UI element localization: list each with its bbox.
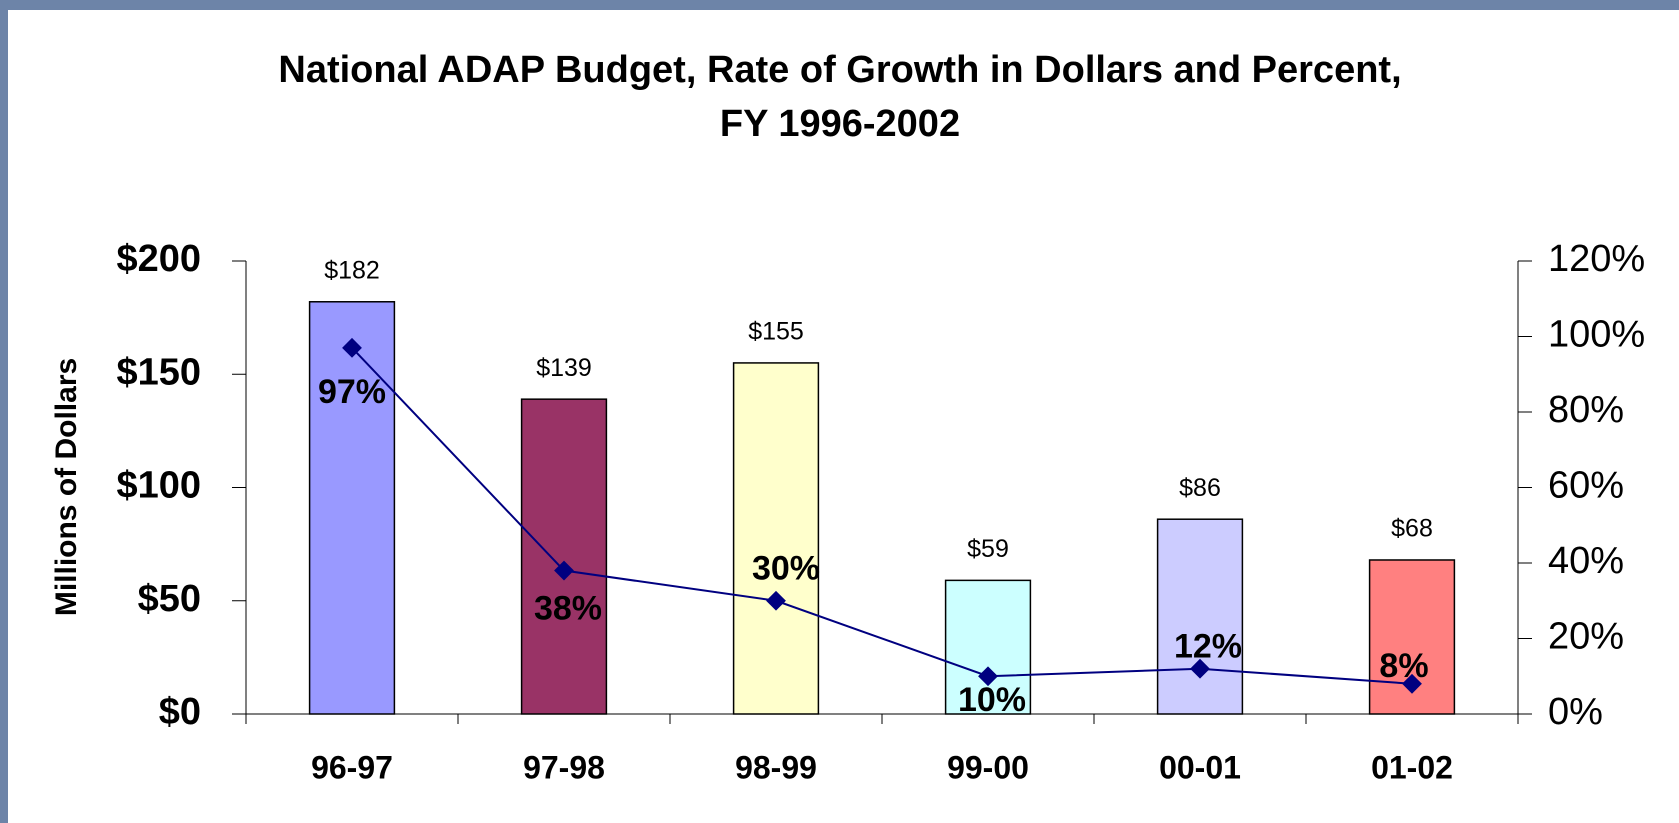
x-tick-label: 00-01 <box>1159 749 1241 785</box>
bar-value-label: $68 <box>1391 515 1433 543</box>
y2-tick-label: 80% <box>1548 389 1624 431</box>
y-tick-label: $200 <box>116 238 201 280</box>
x-tick-label: 01-02 <box>1371 749 1453 785</box>
y2-tick-label: 20% <box>1548 616 1624 658</box>
bar <box>1156 518 1244 715</box>
line-value-label: 97% <box>318 373 386 411</box>
y2-tick-label: 60% <box>1548 465 1624 507</box>
line-value-label: 10% <box>958 681 1026 719</box>
bar <box>520 398 608 715</box>
line-value-label: 8% <box>1379 647 1428 685</box>
line-marker <box>342 337 362 358</box>
y-axis-label: Millions of Dollars <box>50 358 83 616</box>
bar-value-label: $182 <box>324 256 380 284</box>
bar-value-label: $155 <box>748 318 804 346</box>
x-tick-label: 96-97 <box>311 749 393 785</box>
line-marker <box>1190 658 1210 679</box>
y2-tick-label: 0% <box>1548 691 1603 733</box>
line-marker <box>554 560 574 581</box>
y-tick-label: $150 <box>116 351 201 393</box>
line-value-label: 38% <box>534 590 602 628</box>
bar <box>308 301 396 715</box>
growth-line <box>351 347 1413 685</box>
bar-value-label: $139 <box>536 354 592 382</box>
y2-tick-label: 40% <box>1548 540 1624 582</box>
y-tick-label: $100 <box>116 465 201 507</box>
chart-subtitle: FY 1996-2002 <box>720 103 960 145</box>
chart-title: National ADAP Budget, Rate of Growth in … <box>278 49 1401 91</box>
bar-value-label: $86 <box>1179 474 1221 502</box>
y2-tick-label: 100% <box>1548 314 1645 356</box>
bar-value-label: $59 <box>967 535 1009 563</box>
line-value-label: 12% <box>1174 628 1242 666</box>
bar <box>732 362 820 715</box>
line-marker <box>766 590 786 611</box>
line-marker <box>1402 673 1422 694</box>
x-tick-label: 97-98 <box>523 749 605 785</box>
line-marker <box>978 666 998 687</box>
bar <box>944 579 1032 715</box>
y-tick-label: $0 <box>159 691 201 733</box>
y-tick-label: $50 <box>138 578 201 620</box>
x-tick-label: 98-99 <box>735 749 817 785</box>
x-tick-label: 99-00 <box>947 749 1029 785</box>
line-value-label: 30% <box>752 550 820 588</box>
y2-tick-label: 120% <box>1548 238 1645 280</box>
